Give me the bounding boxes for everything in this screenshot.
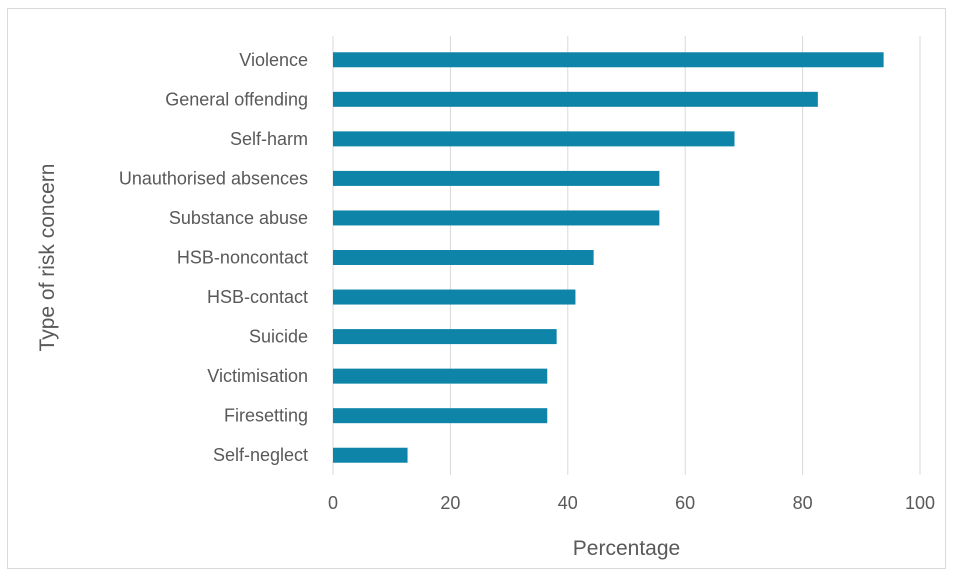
x-axis-title: Percentage <box>573 537 680 560</box>
category-label-substance-abuse: Substance abuse <box>169 208 308 228</box>
category-label-suicide: Suicide <box>249 327 308 347</box>
bars <box>333 52 884 463</box>
bar-self-harm <box>333 131 735 147</box>
category-label-hsb-contact: HSB-contact <box>207 287 308 307</box>
x-tick-label-40: 40 <box>558 493 578 513</box>
bar-chart: Violence General offending Self-harm Unauth… <box>36 36 935 560</box>
category-labels: Violence General offending Self-harm Unauth… <box>119 50 308 465</box>
category-label-firesetting: Firesetting <box>224 406 308 426</box>
bar-general-offending <box>333 91 818 107</box>
bar-hsb-contact <box>333 289 576 305</box>
x-tick-label-80: 80 <box>793 493 813 513</box>
bar-victimisation <box>333 368 548 384</box>
x-tick-label-0: 0 <box>328 493 338 513</box>
x-tick-label-60: 60 <box>675 493 695 513</box>
bar-hsb-noncontact <box>333 250 594 265</box>
bar-firesetting <box>333 408 548 424</box>
y-axis-title: Type of risk concern <box>36 164 59 352</box>
bar-violence <box>333 52 884 68</box>
category-label-violence: Violence <box>239 50 308 70</box>
category-label-self-harm: Self-harm <box>230 129 308 149</box>
category-label-victimisation: Victimisation <box>207 366 308 386</box>
x-tick-label-20: 20 <box>440 493 460 513</box>
bar-self-neglect <box>333 447 408 463</box>
category-label-general-offending: General offending <box>165 89 308 109</box>
x-tick-label-100: 100 <box>905 493 935 513</box>
bar-suicide <box>333 329 557 345</box>
x-tick-labels: 0 20 40 60 80 100 <box>328 493 935 513</box>
chart-frame: Violence General offending Self-harm Unauth… <box>7 8 946 569</box>
category-label-unauthorised-absences: Unauthorised absences <box>119 168 308 188</box>
category-label-hsb-noncontact: HSB-noncontact <box>177 248 308 268</box>
bar-substance-abuse <box>333 210 660 226</box>
bar-unauthorised-absences <box>333 170 660 186</box>
category-label-self-neglect: Self-neglect <box>213 445 308 465</box>
